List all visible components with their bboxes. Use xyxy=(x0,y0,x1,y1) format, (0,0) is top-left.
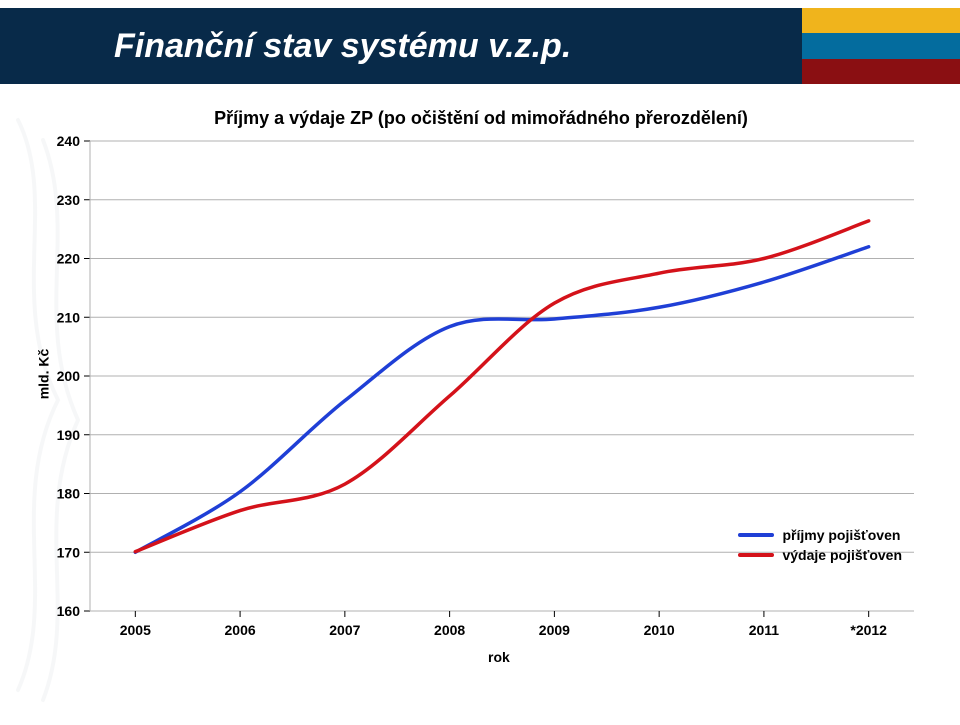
svg-text:210: 210 xyxy=(57,309,81,325)
legend: příjmy pojišťoven výdaje pojišťoven xyxy=(738,527,902,567)
svg-text:2008: 2008 xyxy=(434,622,465,638)
svg-text:170: 170 xyxy=(57,544,81,560)
x-axis-label: rok xyxy=(488,649,510,665)
page-title: Finanční stav systému v.z.p. xyxy=(114,27,571,66)
svg-text:2006: 2006 xyxy=(225,622,256,638)
svg-text:2010: 2010 xyxy=(644,622,675,638)
chart-title: Příjmy a výdaje ZP (po očištění od mimoř… xyxy=(34,108,928,129)
legend-label: výdaje pojišťoven xyxy=(782,547,902,563)
legend-swatch xyxy=(738,533,774,537)
svg-text:2011: 2011 xyxy=(749,622,780,638)
slide-header: Finanční stav systému v.z.p. xyxy=(0,8,960,84)
series-line-1 xyxy=(135,221,868,552)
legend-item: výdaje pojišťoven xyxy=(738,547,902,563)
series-line-0 xyxy=(135,247,868,553)
svg-text:*2012: *2012 xyxy=(850,622,887,638)
svg-text:230: 230 xyxy=(57,192,81,208)
svg-text:220: 220 xyxy=(57,251,81,267)
header-stripes xyxy=(802,8,960,84)
svg-text:240: 240 xyxy=(57,135,81,149)
svg-text:2005: 2005 xyxy=(120,622,151,638)
legend-item: příjmy pojišťoven xyxy=(738,527,902,543)
svg-text:200: 200 xyxy=(57,368,81,384)
plot-area: 160 170 180 190 200 210 220 230 240 2005 2006 2007 2… xyxy=(34,135,920,663)
svg-text:2009: 2009 xyxy=(539,622,570,638)
svg-text:190: 190 xyxy=(57,427,81,443)
legend-label: příjmy pojišťoven xyxy=(782,527,900,543)
svg-text:180: 180 xyxy=(57,486,81,502)
header-stripe xyxy=(802,8,960,33)
header-stripe xyxy=(802,59,960,84)
y-axis-label: mld. Kč xyxy=(35,349,51,400)
chart-container: Příjmy a výdaje ZP (po očištění od mimoř… xyxy=(34,108,928,704)
legend-swatch xyxy=(738,553,774,557)
svg-text:160: 160 xyxy=(57,603,81,619)
header-stripe xyxy=(802,33,960,58)
svg-text:2007: 2007 xyxy=(329,622,360,638)
